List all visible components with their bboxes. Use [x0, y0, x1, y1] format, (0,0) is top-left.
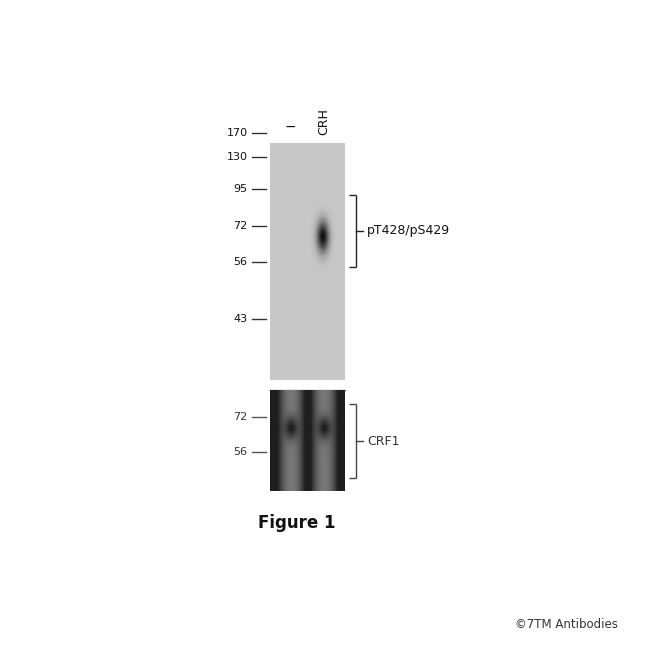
Text: 43: 43 — [233, 313, 248, 324]
Text: 72: 72 — [233, 412, 248, 423]
Text: CRF1: CRF1 — [367, 434, 400, 447]
Text: pT428/pS429: pT428/pS429 — [367, 224, 450, 237]
Text: 130: 130 — [227, 152, 248, 162]
Text: −: − — [285, 120, 296, 134]
Text: 72: 72 — [233, 221, 248, 231]
Text: Figure 1: Figure 1 — [258, 514, 336, 532]
Text: 56: 56 — [233, 257, 248, 267]
Text: ©7TM Antibodies: ©7TM Antibodies — [515, 618, 618, 630]
Text: 56: 56 — [233, 447, 248, 457]
Text: CRH: CRH — [317, 109, 330, 135]
Text: 170: 170 — [226, 128, 248, 138]
Text: 95: 95 — [233, 183, 248, 194]
